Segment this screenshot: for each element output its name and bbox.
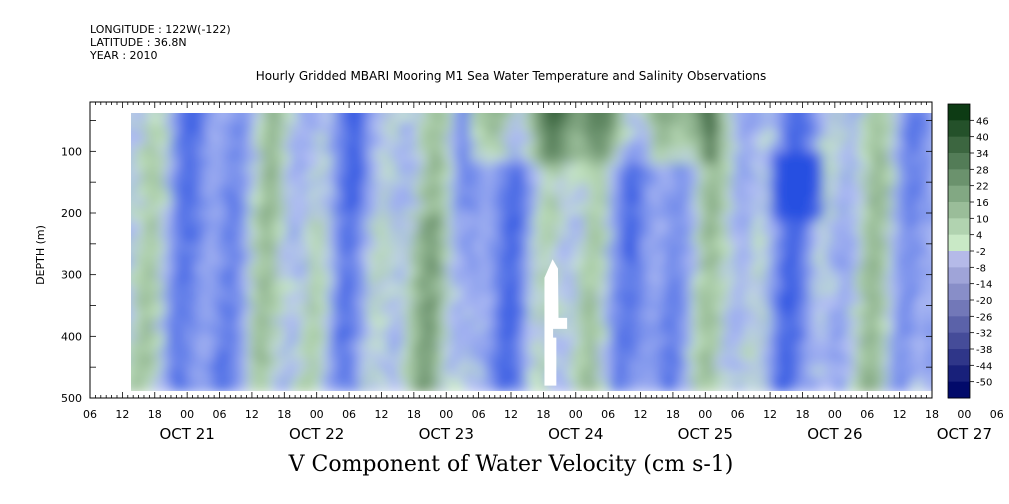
y-axis-label: DEPTH (m) <box>34 225 47 285</box>
x-tick-label: 18 <box>407 408 421 421</box>
x-tick-label: 18 <box>925 408 939 421</box>
y-tick-label: 200 <box>61 207 82 220</box>
y-tick-label: 500 <box>61 392 82 405</box>
colorbar-band <box>948 251 970 268</box>
y-tick-label: 100 <box>61 145 82 158</box>
colorbar-band <box>948 349 970 366</box>
x-day-label: OCT 25 <box>678 425 733 443</box>
colorbar-label: -38 <box>976 345 992 356</box>
latitude-label: LATITUDE : 36.8N <box>90 36 187 49</box>
x-tick-label: 12 <box>374 408 388 421</box>
x-tick-label: 12 <box>504 408 518 421</box>
colorbar-label: -14 <box>976 280 992 291</box>
x-tick-label: 06 <box>601 408 615 421</box>
colorbar-band <box>948 136 970 154</box>
x-tick-label: 12 <box>763 408 777 421</box>
colorbar-label: -50 <box>976 378 992 389</box>
x-tick-label: 12 <box>245 408 259 421</box>
colorbar-label: -26 <box>976 312 992 323</box>
colorbar-band <box>948 185 970 203</box>
missing-data-gap <box>544 259 568 386</box>
variable-title: V Component of Water Velocity (cm s-1) <box>288 452 734 477</box>
x-tick-label: 00 <box>569 408 583 421</box>
x-tick-label: 06 <box>472 408 486 421</box>
colorbar: 46 40 34 28 22 16 10 4 -2 -8 -14 -20 -26 -32 -38 -44 -50 <box>947 103 992 399</box>
colorbar-band <box>948 104 970 121</box>
x-tick-label: 06 <box>213 408 227 421</box>
x-tick-label: 06 <box>860 408 874 421</box>
colorbar-band <box>948 300 970 317</box>
x-tick-label: 18 <box>148 408 162 421</box>
x-tick-label: 06 <box>342 408 356 421</box>
x-tick-label: 18 <box>795 408 809 421</box>
colorbar-band <box>948 120 970 138</box>
colorbar-band <box>948 332 970 350</box>
x-tick-label: 18 <box>666 408 680 421</box>
colorbar-label: 34 <box>976 149 989 160</box>
colorbar-band <box>948 202 970 219</box>
colorbar-label: 16 <box>976 198 989 209</box>
colorbar-label: 28 <box>976 165 989 176</box>
colorbar-band <box>948 365 970 383</box>
colorbar-band <box>948 316 970 334</box>
x-tick-label: 18 <box>277 408 291 421</box>
colorbar-label: -2 <box>976 247 986 258</box>
x-tick-label: 12 <box>634 408 648 421</box>
colorbar-label: 4 <box>976 231 982 242</box>
colorbar-label: -32 <box>976 329 992 340</box>
x-day-label: OCT 24 <box>548 425 603 443</box>
colorbar-label: -44 <box>976 361 992 372</box>
x-tick-label: 00 <box>310 408 324 421</box>
x-tick-label: 00 <box>439 408 453 421</box>
colorbar-label: -20 <box>976 296 992 307</box>
velocity-field <box>131 113 932 391</box>
y-tick-label: 400 <box>61 330 82 343</box>
colorbar-band <box>948 218 970 236</box>
year-label: YEAR : 2010 <box>90 49 158 62</box>
x-day-label: OCT 27 <box>937 425 992 443</box>
colorbar-band <box>948 283 970 301</box>
colorbar-label: 46 <box>976 116 989 127</box>
x-tick-label: 06 <box>990 408 1004 421</box>
x-tick-label: 18 <box>536 408 550 421</box>
colorbar-label: 10 <box>976 214 989 225</box>
x-tick-label: 12 <box>115 408 129 421</box>
x-tick-label: 06 <box>83 408 97 421</box>
colorbar-label: -8 <box>976 263 986 274</box>
colorbar-label: 40 <box>976 133 989 144</box>
colorbar-band <box>948 234 970 252</box>
colorbar-label: 22 <box>976 182 989 193</box>
x-tick-label: 00 <box>957 408 971 421</box>
y-axis: 100 200 300 400 500 <box>61 120 932 405</box>
x-day-label: OCT 26 <box>807 425 862 443</box>
chart-title: Hourly Gridded MBARI Mooring M1 Sea Wate… <box>255 69 767 83</box>
x-tick-label: 00 <box>180 408 194 421</box>
x-tick-label: 00 <box>828 408 842 421</box>
x-day-label: OCT 22 <box>289 425 344 443</box>
colorbar-band <box>948 153 970 170</box>
y-tick-label: 300 <box>61 269 82 282</box>
x-day-label: OCT 21 <box>159 425 214 443</box>
x-axis: 06 12 18 00 06 12 18 00 06 12 18 00 06 12 18 00 06 12 18 00… <box>83 102 1004 443</box>
x-day-label: OCT 23 <box>419 425 474 443</box>
x-tick-label: 00 <box>698 408 712 421</box>
longitude-label: LONGITUDE : 122W(-122) <box>90 23 231 36</box>
x-tick-label: 06 <box>731 408 745 421</box>
colorbar-band <box>948 267 970 285</box>
colorbar-band <box>948 381 970 399</box>
colorbar-band <box>948 169 970 187</box>
x-tick-label: 12 <box>893 408 907 421</box>
